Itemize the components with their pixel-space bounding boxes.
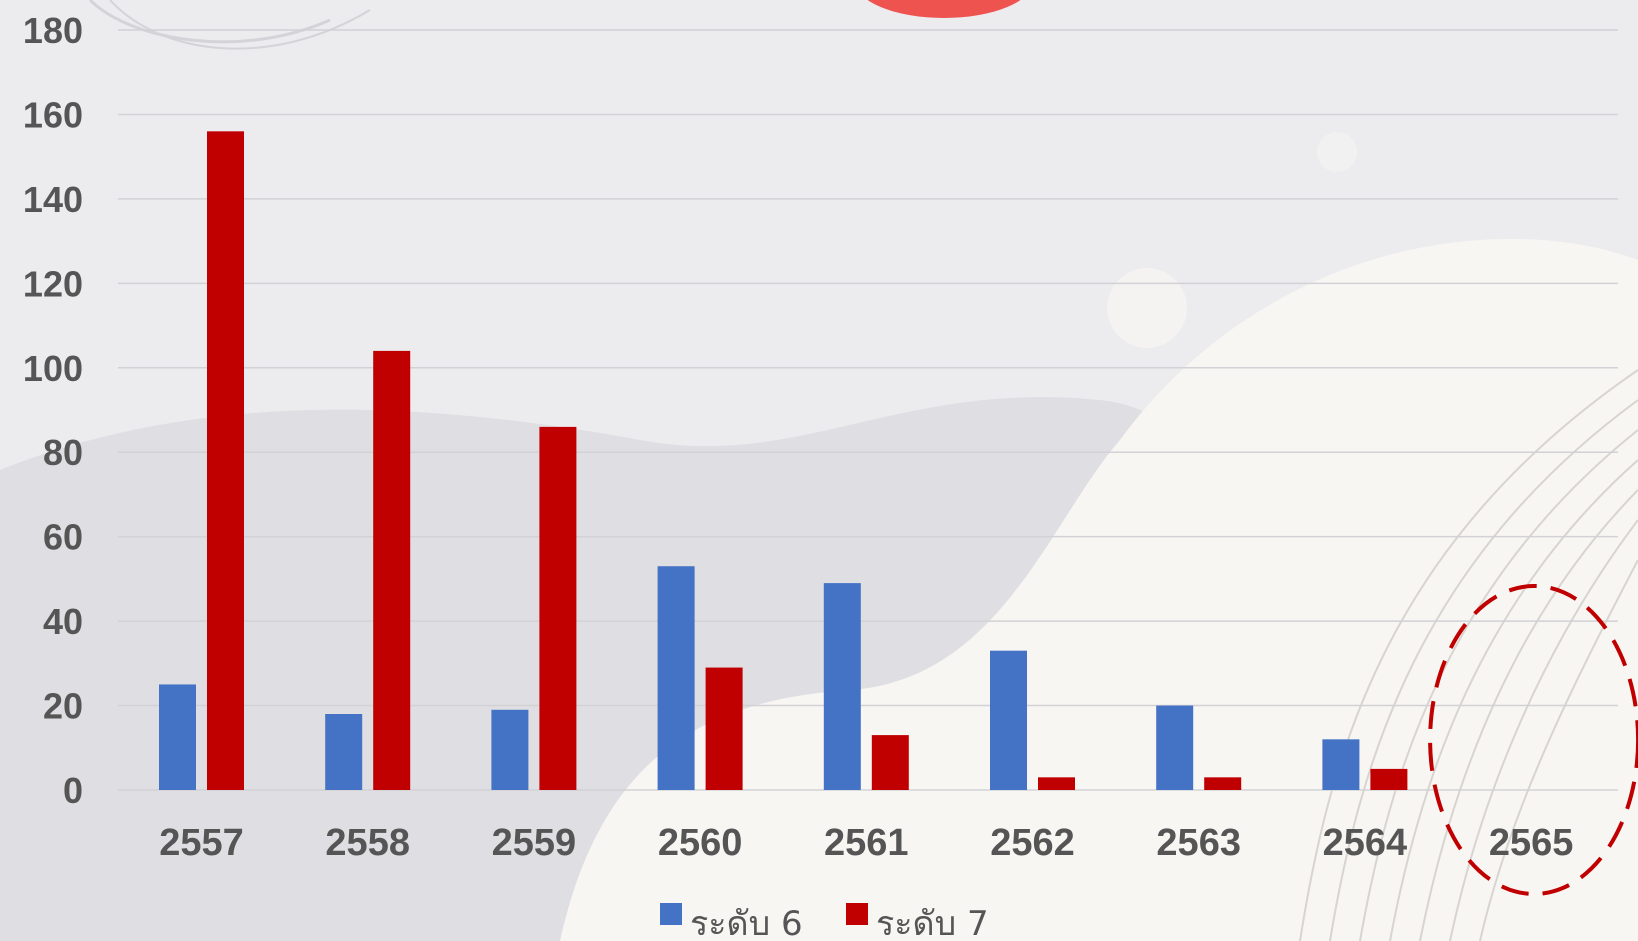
- x-tick-label: 2561: [824, 822, 909, 864]
- x-tick-label: 2563: [1156, 822, 1241, 864]
- x-tick-label: 2558: [325, 822, 410, 864]
- bar-level7-2561: [871, 735, 909, 790]
- gridlines: [118, 29, 1618, 791]
- bar-level6-2560: [657, 566, 695, 790]
- bar-level7-2558: [373, 350, 411, 790]
- dashed-highlight-ellipse: [1428, 584, 1638, 896]
- y-axis: 0 20 40 60 80 100 120 140 160 180: [23, 10, 83, 811]
- bar-level7-2563: [1204, 777, 1242, 790]
- y-tick-label: 60: [43, 517, 83, 558]
- bar-level7-2564: [1370, 768, 1408, 790]
- bar-level6-2561: [823, 583, 861, 790]
- x-tick-label: 2564: [1323, 822, 1408, 864]
- y-tick-label: 180: [23, 10, 83, 51]
- bar-level7-2560: [705, 667, 743, 790]
- bars: [159, 131, 1408, 791]
- legend-swatch: [660, 903, 682, 925]
- bar-level7-2559: [539, 426, 577, 790]
- y-tick-label: 80: [43, 432, 83, 473]
- bar-level6-2557: [159, 684, 196, 790]
- x-tick-label: 2562: [990, 822, 1075, 864]
- x-tick-label: 2565: [1489, 822, 1574, 864]
- y-tick-label: 160: [23, 94, 83, 135]
- bar-level6-2564: [1322, 739, 1360, 790]
- y-tick-label: 120: [23, 263, 83, 304]
- legend-swatch: [846, 903, 868, 925]
- bar-level6-2563: [1156, 705, 1194, 790]
- bar-level6-2559: [491, 709, 529, 790]
- y-tick-label: 20: [43, 686, 83, 727]
- x-axis: 2557 2558 2559 2560 2561 2562 2563 2564 2565: [159, 822, 1573, 864]
- bar-level6-2558: [325, 714, 363, 790]
- y-tick-label: 0: [63, 770, 83, 811]
- y-tick-label: 140: [23, 179, 83, 220]
- legend-label: ระดับ 7: [876, 904, 989, 941]
- x-tick-label: 2560: [658, 822, 743, 864]
- legend-label: ระดับ 6: [690, 904, 803, 941]
- y-tick-label: 40: [43, 601, 83, 642]
- bar-level7-2562: [1038, 777, 1075, 790]
- annotations: [1428, 584, 1638, 896]
- x-tick-label: 2557: [159, 822, 244, 864]
- bar-level6-2562: [990, 650, 1027, 790]
- bar-level7-2557: [207, 131, 244, 791]
- legend: ระดับ 6 ระดับ 7: [660, 903, 989, 941]
- y-tick-label: 100: [23, 348, 83, 389]
- x-tick-label: 2559: [492, 822, 577, 864]
